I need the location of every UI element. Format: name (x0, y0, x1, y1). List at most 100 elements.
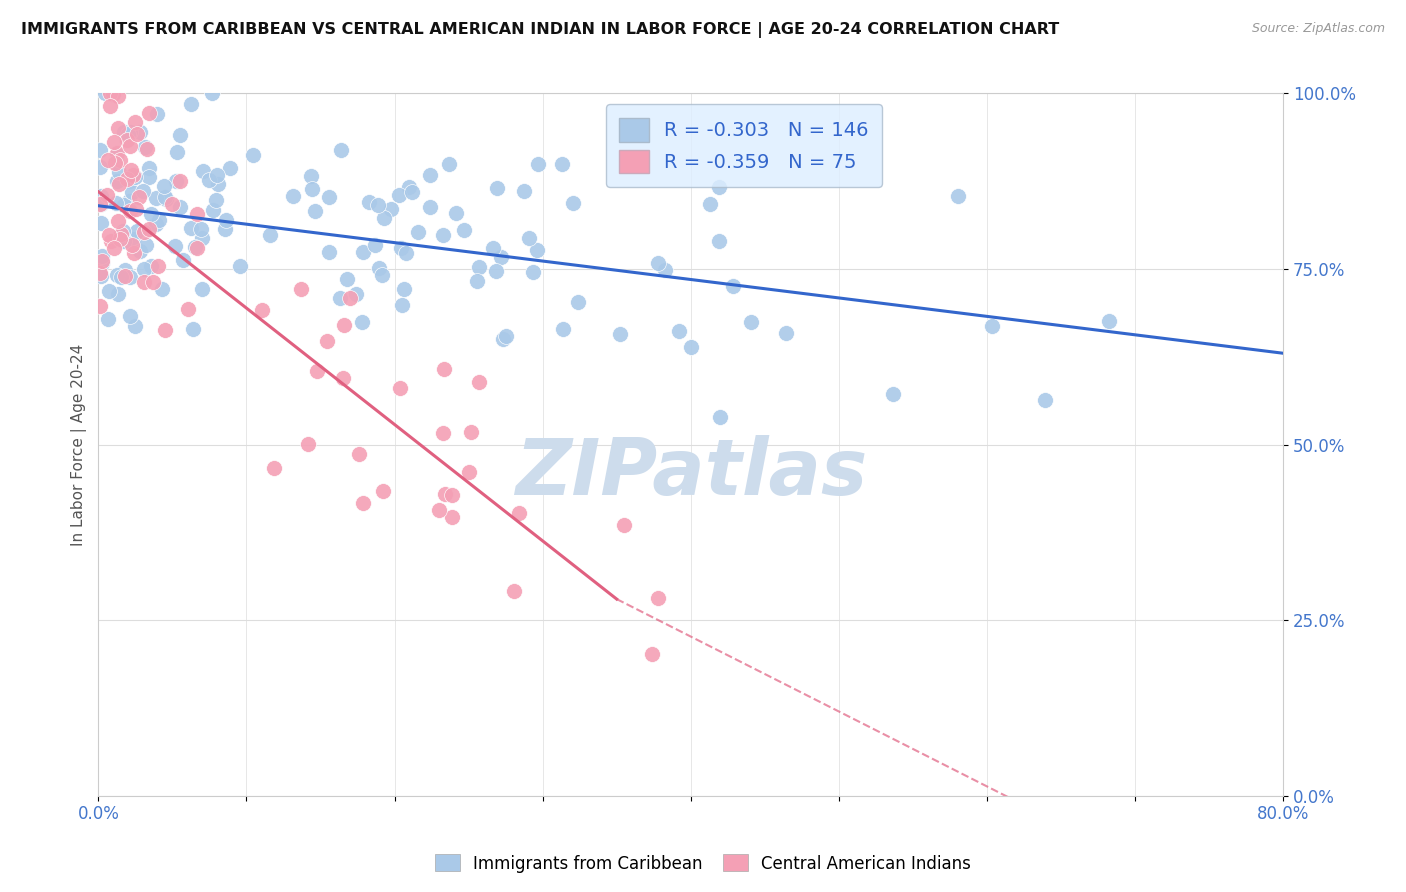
Point (97, 153, 120, 167)
Point (364, 238, 387, 252)
Point (371, 484, 394, 499)
Point (160, 197, 183, 211)
Point (134, 275, 156, 289)
Point (107, 177, 129, 191)
Point (117, 132, 139, 146)
Point (613, 518, 636, 533)
Point (153, 189, 176, 203)
Point (89, 143, 111, 157)
Point (318, 190, 340, 204)
Point (228, 259, 250, 273)
Point (165, 174, 187, 188)
Point (134, 225, 156, 239)
Point (98, 227, 121, 242)
Point (503, 583, 526, 598)
Point (118, 171, 141, 186)
Point (108, 153, 131, 168)
Point (350, 315, 373, 329)
Point (155, 322, 177, 336)
Point (508, 506, 530, 520)
Point (352, 245, 374, 260)
Point (202, 202, 225, 217)
Point (90, 216, 112, 230)
Point (527, 157, 550, 171)
Point (647, 591, 669, 606)
Point (207, 178, 229, 192)
Point (101, 87, 124, 101)
Point (647, 256, 669, 270)
Point (169, 128, 191, 142)
Point (150, 282, 173, 296)
Y-axis label: In Labor Force | Age 20-24: In Labor Force | Age 20-24 (72, 343, 87, 546)
Point (118, 309, 141, 323)
Point (107, 287, 129, 301)
Point (191, 231, 214, 245)
Point (283, 189, 305, 203)
Point (120, 138, 142, 153)
Point (368, 261, 391, 276)
Point (138, 170, 160, 185)
Point (146, 107, 169, 121)
Point (141, 207, 163, 221)
Point (165, 238, 187, 252)
Point (125, 202, 148, 216)
Point (367, 198, 389, 212)
Point (468, 376, 491, 390)
Point (316, 334, 339, 349)
Point (242, 148, 264, 162)
Point (329, 292, 352, 306)
Point (129, 244, 152, 258)
Point (155, 192, 177, 206)
Point (183, 322, 205, 336)
Point (485, 181, 508, 195)
Point (370, 268, 392, 282)
Point (699, 197, 721, 211)
Point (124, 115, 146, 129)
Point (373, 211, 395, 226)
Point (118, 174, 141, 188)
Point (433, 362, 456, 376)
Point (297, 436, 319, 450)
Point (153, 179, 176, 194)
Point (561, 196, 583, 211)
Point (120, 204, 142, 219)
Point (468, 260, 491, 275)
Point (135, 142, 157, 156)
Text: Source: ZipAtlas.com: Source: ZipAtlas.com (1251, 22, 1385, 36)
Point (89, 266, 111, 280)
Point (135, 237, 157, 252)
Point (128, 125, 150, 139)
Point (491, 250, 513, 264)
Point (132, 262, 155, 277)
Point (205, 168, 228, 182)
Point (434, 487, 457, 501)
Point (215, 213, 238, 227)
Point (118, 194, 141, 208)
Point (388, 381, 411, 395)
Point (567, 294, 589, 309)
Point (125, 223, 148, 237)
Point (172, 253, 194, 268)
Point (94, 87, 117, 101)
Point (169, 200, 191, 214)
Point (90, 269, 112, 284)
Point (522, 265, 544, 279)
Point (492, 332, 515, 346)
Point (551, 157, 574, 171)
Point (91, 249, 114, 263)
Point (740, 315, 762, 329)
Point (299, 169, 322, 184)
Point (105, 268, 128, 282)
Point (103, 241, 125, 255)
Point (344, 287, 367, 301)
Point (121, 185, 143, 199)
Point (96, 187, 118, 202)
Point (108, 164, 131, 178)
Point (380, 202, 402, 216)
Point (138, 221, 160, 235)
Point (301, 182, 323, 196)
Legend: Immigrants from Caribbean, Central American Indians: Immigrants from Caribbean, Central Ameri… (429, 847, 977, 880)
Point (721, 279, 744, 293)
Point (419, 200, 441, 214)
Point (352, 496, 374, 510)
